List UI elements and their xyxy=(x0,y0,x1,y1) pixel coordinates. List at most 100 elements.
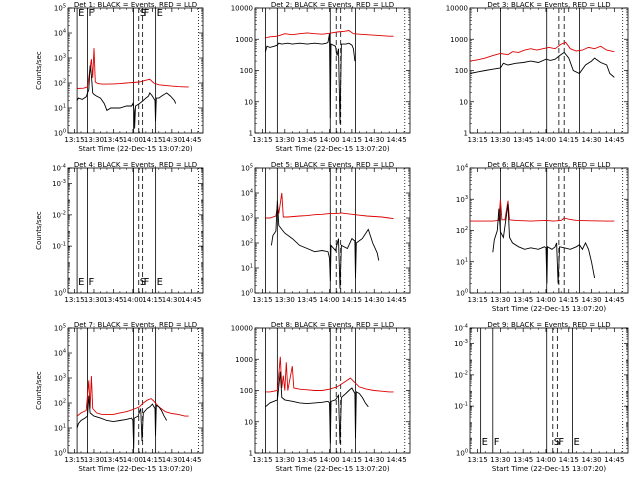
y-tick-label: 103 xyxy=(54,374,66,383)
lld-series-line xyxy=(470,199,615,222)
x-tick-label: 13:30 xyxy=(490,456,510,464)
x-tick-label: 13:15 xyxy=(468,136,488,144)
x-tick-label: 13:30 xyxy=(275,456,295,464)
y-tick-label: 100 xyxy=(54,289,66,298)
y-tick-label: 101 xyxy=(456,257,468,266)
plot-frame xyxy=(254,167,411,294)
y-axis-label: Counts/sec xyxy=(35,51,43,90)
y-axis-label: Counts/sec xyxy=(35,371,43,410)
events-series-line xyxy=(76,65,177,129)
x-tick-label: 13:30 xyxy=(275,136,295,144)
y-tick-label: 105 xyxy=(54,324,66,333)
y-tick-label: 102 xyxy=(54,79,66,88)
panel-title: Det 8: BLACK = Events, RED = LLD xyxy=(271,321,394,329)
plot-frame xyxy=(254,7,411,134)
y-tick-label: 104 xyxy=(54,29,66,38)
x-tick-label: 14:30 xyxy=(364,136,384,144)
y-tick-label: 100 xyxy=(456,449,468,458)
x-tick-label: 13:45 xyxy=(513,456,533,464)
y-tick-label: 102 xyxy=(54,399,66,408)
plot-frame xyxy=(67,167,204,294)
y-tick-label: 100 xyxy=(241,289,253,298)
x-tick-label: 13:45 xyxy=(297,296,317,304)
detector-panel-8: Det 8: BLACK = Events, RED = LLD 1 10 100 10… xyxy=(231,321,411,473)
events-series-line xyxy=(270,200,380,289)
time-marker-label: E xyxy=(78,8,84,19)
x-tick-label: 14:45 xyxy=(386,296,406,304)
x-tick-label: 13:15 xyxy=(64,296,84,304)
y-tick-label: 100 xyxy=(54,129,66,138)
time-marker-label: S xyxy=(140,8,146,19)
x-tick-label: 13:15 xyxy=(252,136,272,144)
x-tick-label: 14:15 xyxy=(142,296,162,304)
lld-series-line xyxy=(469,41,615,62)
x-tick-label: 14:00 xyxy=(319,456,339,464)
y-tick-label: 101 xyxy=(54,104,66,113)
y-tick-label: 1000 xyxy=(450,36,468,44)
y-tick-label: 1 xyxy=(249,450,253,458)
detector-panel-3: Det 3: BLACK = Events, RED = LLD 1 10 100 10… xyxy=(446,1,629,144)
time-marker-label: E xyxy=(482,437,488,448)
x-axis-label: Start Time (22-Dec-15 13:07:20) xyxy=(492,465,606,473)
x-tick-label: 14:45 xyxy=(604,456,624,464)
y-tick-label: 100 xyxy=(456,289,468,298)
time-marker-label: F xyxy=(144,8,150,19)
y-tick-label: 105 xyxy=(241,164,253,173)
x-tick-label: 14:00 xyxy=(123,136,143,144)
lld-series-line xyxy=(265,356,394,393)
y-tick-label: 1 xyxy=(464,130,468,138)
x-axis-label: Start Time (22-Dec-15 13:07:20) xyxy=(275,465,389,473)
panel-title: Det 1: BLACK = Events, RED = LLD xyxy=(74,1,197,9)
time-marker-label: E xyxy=(157,8,163,19)
panel-title: Det 2: BLACK = Events, RED = LLD xyxy=(271,1,394,9)
y-tick-label: 104 xyxy=(241,189,253,198)
x-tick-label: 14:45 xyxy=(181,136,201,144)
x-tick-label: 13:30 xyxy=(275,296,295,304)
x-tick-label: 13:15 xyxy=(468,456,488,464)
x-tick-label: 14:00 xyxy=(123,296,143,304)
detector-panel-7: Det 7: BLACK = Events, RED = LLD 100 101 10… xyxy=(35,321,204,473)
panel-title: Det 7: BLACK = Events, RED = LLD xyxy=(74,321,197,329)
y-tick-label: 10-4 xyxy=(52,164,66,173)
x-tick-label: 14:15 xyxy=(142,136,162,144)
x-tick-label: 14:30 xyxy=(581,456,601,464)
y-tick-label: 1000 xyxy=(235,356,253,364)
panel-title: Det 4: BLACK = Events, RED = LLD xyxy=(74,161,197,169)
x-tick-label: 13:30 xyxy=(490,136,510,144)
y-tick-label: 102 xyxy=(456,226,468,235)
lld-series-line xyxy=(77,48,189,89)
y-tick-label: 102 xyxy=(241,239,253,248)
y-tick-label: 10-4 xyxy=(454,324,468,333)
y-tick-label: 10-1 xyxy=(454,402,468,411)
x-tick-label: 14:30 xyxy=(364,296,384,304)
plot-frame xyxy=(67,7,204,134)
detector-panel-4: Det 4: BLACK = Events, RED = LLD 100 10-1 1… xyxy=(35,161,204,304)
y-tick-label: 103 xyxy=(456,195,468,204)
time-marker-label: E xyxy=(574,437,580,448)
y-tick-label: 100 xyxy=(240,387,253,395)
events-series-line xyxy=(265,371,369,444)
detector-panel-1: Det 1: BLACK = Events, RED = LLD 100 101 10… xyxy=(35,1,204,153)
x-tick-label: 13:30 xyxy=(84,296,104,304)
x-axis-label: Start Time (22-Dec-15 13:07:20) xyxy=(275,145,389,153)
x-tick-label: 14:45 xyxy=(181,296,201,304)
x-axis-label: Start Time (22-Dec-15 13:07:20) xyxy=(492,305,606,313)
y-tick-label: 101 xyxy=(241,264,253,273)
x-tick-label: 14:30 xyxy=(162,456,182,464)
x-tick-label: 14:15 xyxy=(142,456,162,464)
x-tick-label: 14:45 xyxy=(386,456,406,464)
x-tick-label: 13:45 xyxy=(297,456,317,464)
time-marker-label: F xyxy=(494,437,500,448)
x-tick-label: 13:15 xyxy=(252,296,272,304)
plot-frame xyxy=(469,327,629,454)
x-axis-label: Start Time (22-Dec-15 13:07:20) xyxy=(78,145,192,153)
y-tick-label: 105 xyxy=(54,4,66,13)
x-tick-label: 14:45 xyxy=(181,456,201,464)
y-tick-label: 10000 xyxy=(231,325,253,333)
plot-frame xyxy=(67,327,204,454)
x-tick-label: 14:45 xyxy=(386,136,406,144)
x-tick-label: 13:15 xyxy=(64,456,84,464)
x-tick-label: 14:15 xyxy=(559,456,579,464)
detector-panel-9: Det 9: BLACK = Events, RED = LLD 100 10-1 1… xyxy=(454,321,629,473)
detector-panel-5: Det 5: BLACK = Events, RED = LLD 100 101 10… xyxy=(241,161,411,304)
